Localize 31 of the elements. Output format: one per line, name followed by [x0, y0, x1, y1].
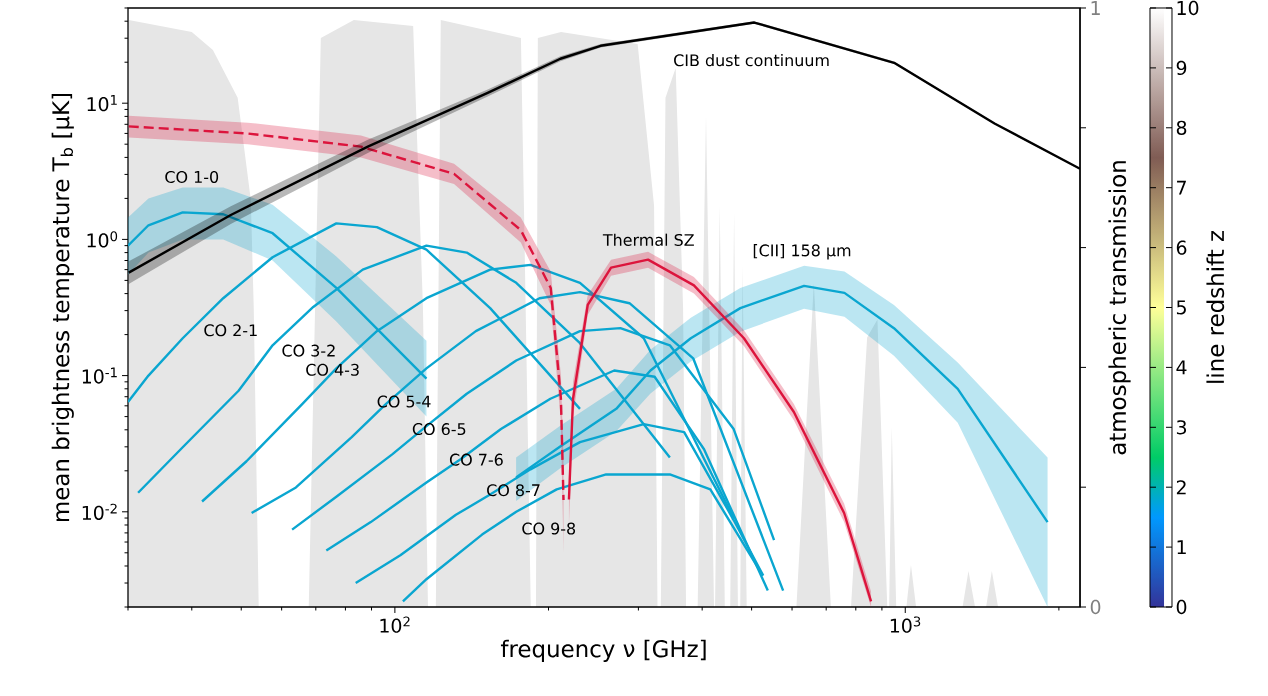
color-bar-label: 7: [1177, 180, 1186, 195]
color-bar-label: 4: [1176, 360, 1187, 375]
y2-tick-label: 1: [1091, 1, 1100, 15]
y2-axis-title: atmospheric transmission: [1108, 161, 1131, 455]
color-bar-label: 0: [1176, 599, 1187, 615]
x-tick-label: 10$^{2}$: [380, 616, 410, 633]
annotation: CO 3-2: [282, 344, 335, 357]
annotation: [CII] 158 μm: [753, 244, 851, 260]
color-bar-label: 6: [1176, 240, 1187, 255]
y-tick-label: 10$^{-2}$: [82, 503, 117, 520]
color-bar-title: line redshift z: [1206, 230, 1225, 383]
y-tick-label: 10$^{1}$: [87, 95, 117, 112]
color-bar-label: 3: [1176, 420, 1187, 435]
color-bar-label: 1: [1177, 540, 1186, 554]
annotation: CO 9-8: [522, 522, 576, 535]
annotation: CO 2-1: [204, 324, 257, 337]
y2-tick-label: 0: [1090, 599, 1101, 615]
x-tick-label: 10$^{3}$: [890, 616, 921, 633]
color-bar-label: 8: [1176, 120, 1187, 135]
x-axis-title: frequency ν [GHz]: [500, 639, 706, 662]
color-bar-label: 10: [1177, 0, 1199, 16]
color-bar-label: 9: [1176, 60, 1187, 76]
annotation: CO 4-3: [306, 363, 359, 376]
annotation: Thermal SZ: [602, 233, 694, 246]
color-bar-label: 2: [1176, 480, 1186, 495]
annotation: CIB dust continuum: [674, 53, 829, 67]
y-tick-label: 10$^{-1}$: [82, 367, 117, 384]
color-bar-label: 5: [1176, 300, 1186, 315]
y-axis-title: mean brightness temperature T$_{b}$ [μK]: [51, 93, 74, 522]
y-tick-label: 10$^{0}$: [87, 231, 118, 248]
annotation: CO 1-0: [165, 170, 219, 183]
